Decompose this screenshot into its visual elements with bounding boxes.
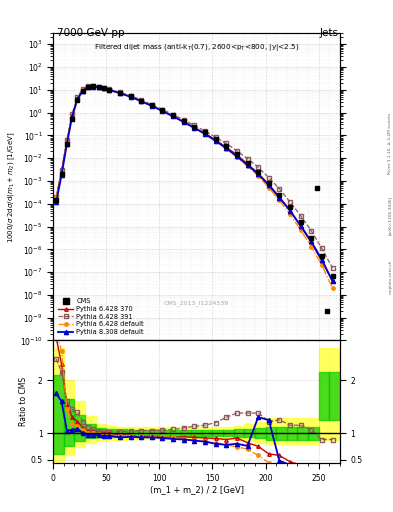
Text: 7000 GeV pp: 7000 GeV pp [57,28,125,38]
Text: mcplots.cern.ch: mcplots.cern.ch [388,259,392,294]
Y-axis label: Ratio to CMS: Ratio to CMS [19,377,28,426]
Text: Rivet 3.1.10, ≥ 3.2M events: Rivet 3.1.10, ≥ 3.2M events [388,113,392,174]
Y-axis label: $1000/\sigma\;2{\rm d}\sigma/{\rm d}(m_1 + m_2)$ [1/GeV]: $1000/\sigma\;2{\rm d}\sigma/{\rm d}(m_1… [7,131,17,243]
X-axis label: (m_1 + m_2) / 2 [GeV]: (m_1 + m_2) / 2 [GeV] [149,485,244,495]
Text: CMS_2013_I1224539: CMS_2013_I1224539 [164,301,229,307]
Text: Filtered dijet mass (anti-k$_T$(0.7), 2600<p$_T$<800, |y|<2.5): Filtered dijet mass (anti-k$_T$(0.7), 26… [94,42,299,53]
Text: [arXiv:1306.3436]: [arXiv:1306.3436] [388,196,392,234]
Legend: CMS, Pythia 6.428 370, Pythia 6.428 391, Pythia 6.428 default, Pythia 8.308 defa: CMS, Pythia 6.428 370, Pythia 6.428 391,… [56,296,146,337]
Text: Jets: Jets [320,28,339,38]
